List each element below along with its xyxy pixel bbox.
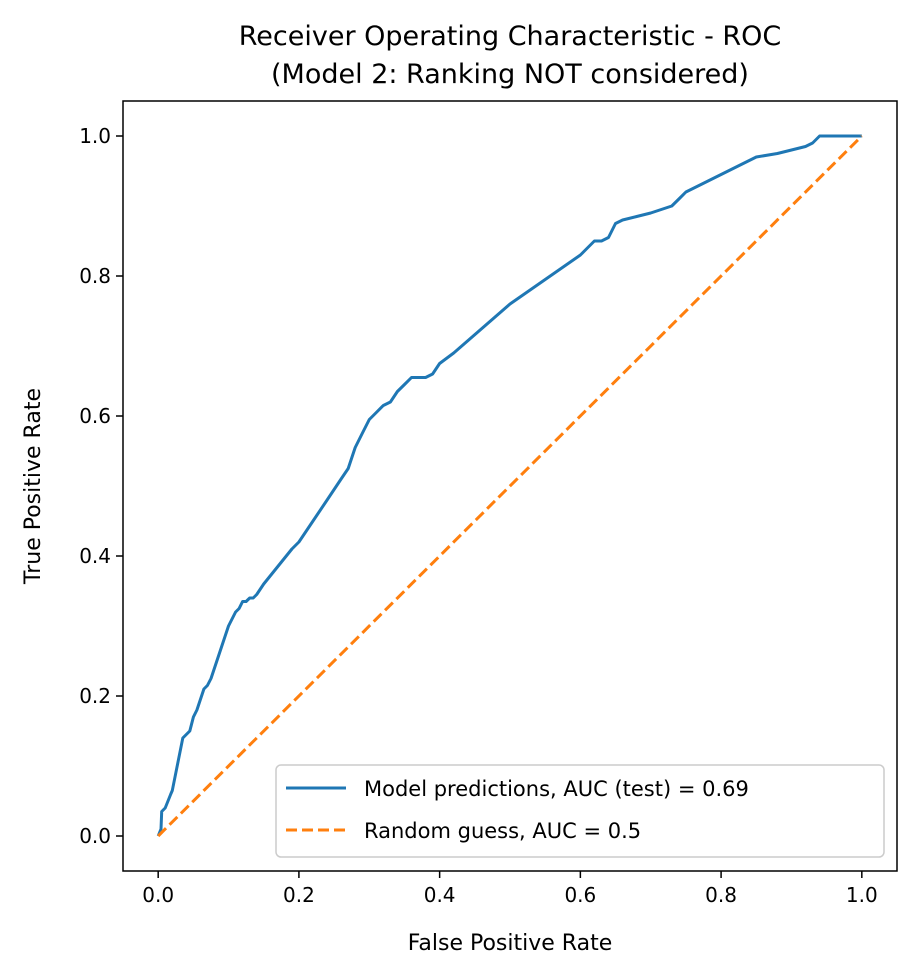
- legend-label-random: Random guess, AUC = 0.5: [364, 819, 641, 843]
- y-tick-label: 0.6: [79, 404, 111, 428]
- y-tick-label: 0.0: [79, 824, 111, 848]
- series-layer: [156, 134, 863, 838]
- chart-title-line-1: Receiver Operating Characteristic - ROC: [239, 21, 782, 52]
- axes-frame: [122, 100, 898, 872]
- legend-label-model: Model predictions, AUC (test) = 0.69: [364, 777, 749, 801]
- x-tick-label: 0.0: [142, 883, 174, 907]
- chart-title-line-2: (Model 2: Ranking NOT considered): [271, 59, 749, 90]
- x-tick-label: 0.8: [705, 883, 737, 907]
- x-axis-label: False Positive Rate: [408, 931, 612, 956]
- x-tick-label: 0.2: [283, 883, 315, 907]
- x-tick-label: 1.0: [846, 883, 878, 907]
- y-tick-label: 0.4: [79, 544, 111, 568]
- plot-area: 0.0 0.2 0.4 0.6 0.8 1.0 0.0 0.2 0.4 0.6 0.8 1.0: [79, 100, 898, 907]
- series-line-model-predictions: [156, 134, 862, 837]
- series-line-random-guess: [157, 134, 863, 838]
- x-axis-ticks: 0.0 0.2 0.4 0.6 0.8 1.0: [142, 871, 878, 907]
- y-tick-label: 0.2: [79, 684, 111, 708]
- y-tick-label: 1.0: [79, 124, 111, 148]
- y-axis-label: True Positive Rate: [21, 388, 46, 585]
- y-axis-ticks: 0.0 0.2 0.4 0.6 0.8 1.0: [79, 124, 123, 848]
- x-tick-label: 0.6: [564, 883, 596, 907]
- legend: Model predictions, AUC (test) = 0.69 Ran…: [275, 764, 885, 858]
- legend-frame: [275, 764, 885, 858]
- y-tick-label: 0.8: [79, 264, 111, 288]
- x-tick-label: 0.4: [424, 883, 456, 907]
